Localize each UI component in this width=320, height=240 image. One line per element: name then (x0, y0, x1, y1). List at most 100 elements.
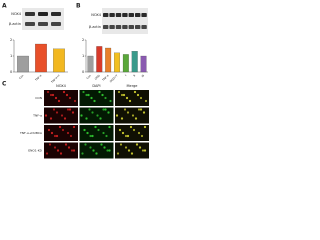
panel-label: B (76, 3, 81, 10)
micrograph (79, 125, 114, 141)
bar (105, 47, 112, 73)
micrograph (44, 142, 78, 159)
cell (96, 114, 99, 117)
y-tick-label: 2 (82, 38, 84, 42)
cell (67, 146, 71, 149)
cell (58, 125, 62, 129)
cell (63, 117, 67, 120)
band (25, 12, 35, 16)
band (51, 22, 61, 26)
cell (85, 93, 88, 97)
cell (121, 131, 125, 135)
cell (99, 117, 102, 120)
cell (103, 146, 106, 149)
cell (123, 108, 127, 111)
cell (107, 111, 110, 114)
cell (120, 117, 124, 120)
blot-row-label: β-actin (9, 22, 21, 26)
cell (50, 131, 54, 135)
cell (71, 111, 75, 114)
cell (141, 149, 145, 152)
x-tick-label: TNF-α (101, 73, 109, 81)
cell (49, 93, 53, 97)
x-tick-label: OGD (94, 74, 101, 81)
cell (119, 143, 123, 146)
cell (64, 143, 68, 146)
cell (57, 99, 61, 103)
cell (47, 128, 51, 132)
band (38, 12, 48, 16)
band (103, 13, 109, 17)
cell (140, 134, 144, 138)
bar (140, 55, 147, 73)
cell (73, 99, 77, 103)
cell (117, 90, 121, 94)
band (128, 25, 134, 29)
band (135, 25, 141, 29)
cell (142, 111, 146, 114)
cell (66, 108, 70, 111)
x-tick-label: OGD+T (109, 73, 119, 83)
cell (62, 90, 66, 94)
band (115, 25, 122, 29)
bar (53, 48, 65, 73)
cell (55, 111, 59, 114)
cell (80, 114, 83, 117)
micrograph (79, 90, 114, 106)
band (128, 13, 134, 17)
cell (118, 128, 122, 132)
y-tick-label: 2 (10, 38, 12, 42)
micrograph (115, 142, 149, 159)
cell (132, 128, 136, 132)
panel-label: A (2, 3, 7, 10)
bar (87, 55, 94, 73)
cell (91, 134, 94, 138)
cell (102, 108, 105, 111)
cell (93, 99, 96, 103)
cell (86, 131, 89, 135)
column-label: NOX4 (56, 84, 67, 88)
cell (44, 114, 48, 117)
cell (130, 152, 134, 155)
cell (89, 146, 92, 149)
band (51, 12, 61, 16)
cell (108, 149, 111, 152)
cell (90, 96, 93, 100)
cell (124, 146, 128, 149)
cell (87, 93, 90, 97)
y-tick-label: 0 (10, 70, 12, 74)
cell (100, 143, 103, 146)
cell (133, 90, 137, 94)
cell (136, 93, 140, 97)
cell (105, 134, 108, 138)
micrograph (115, 125, 149, 141)
cell (126, 134, 130, 138)
cell (124, 134, 128, 138)
x-tick-label: Con (18, 73, 25, 80)
cell (135, 143, 139, 146)
bar (96, 46, 103, 73)
cell (69, 134, 73, 138)
cell (65, 93, 69, 97)
cell (115, 114, 119, 117)
band (141, 13, 147, 17)
cell (104, 96, 107, 100)
micrograph (44, 125, 78, 141)
blot-row-label: NOX4 (11, 12, 22, 16)
cell (61, 128, 65, 132)
cell (60, 114, 64, 117)
cell (95, 152, 98, 155)
cell (104, 108, 107, 111)
cell (126, 111, 130, 114)
micrograph (79, 142, 114, 159)
micrograph (44, 90, 78, 106)
cell (72, 149, 76, 152)
cell (53, 146, 57, 149)
cell (51, 93, 55, 97)
cell (92, 149, 95, 152)
panel-label: C (2, 81, 7, 88)
band (122, 13, 128, 17)
cell (81, 152, 84, 155)
cell (137, 131, 141, 135)
row-label: TNF-α+DUBCA (19, 131, 43, 135)
